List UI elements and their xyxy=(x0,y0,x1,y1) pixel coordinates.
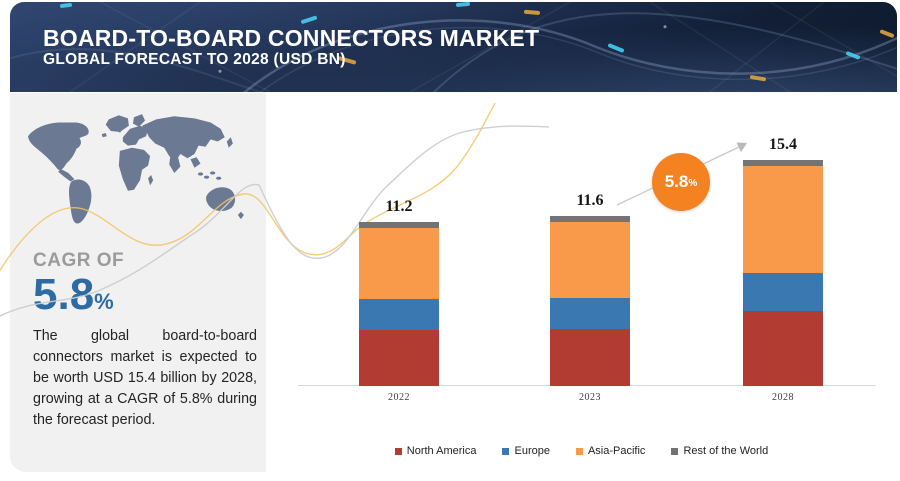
legend-swatch-europe xyxy=(502,447,510,455)
cagr-block: CAGR OF 5.8% xyxy=(33,250,124,317)
bar-segment-europe xyxy=(550,297,630,329)
legend-item-asia-pacific: Asia-Pacific xyxy=(575,445,646,457)
legend-item-north-america: North America xyxy=(394,445,477,457)
x-axis-label: 2022 xyxy=(388,392,410,403)
header-banner: BOARD-TO-BOARD CONNECTORS MARKET GLOBAL … xyxy=(10,2,897,92)
legend-item-europe: Europe xyxy=(502,445,550,457)
legend-swatch-rest-of-the-world xyxy=(671,447,679,455)
page-subtitle: GLOBAL FORECAST TO 2028 (USD BN) xyxy=(43,51,346,69)
page-title: BOARD-TO-BOARD CONNECTORS MARKET xyxy=(43,25,540,51)
bar-segment-asia-pacific xyxy=(359,227,439,300)
bar-2028 xyxy=(743,160,823,386)
network-lines-decoration xyxy=(10,2,897,92)
cagr-badge: 5.8% xyxy=(652,153,710,211)
legend-label: Asia-Pacific xyxy=(587,445,646,457)
bar-segment-asia-pacific xyxy=(550,221,630,298)
bar-segment-europe xyxy=(359,299,439,331)
bar-2022 xyxy=(359,221,439,386)
bar-segment-north-america xyxy=(359,330,439,386)
bar-segment-rest-of-the-world xyxy=(550,215,630,222)
cagr-number: 5.8 xyxy=(33,270,95,319)
legend-swatch-north-america xyxy=(394,447,402,455)
badge-percent-sign: % xyxy=(688,178,698,189)
bar-total-label: 15.4 xyxy=(769,136,797,154)
stacked-bar-chart: 11.2 2022 11.6 2023 15.4 2028 5.8% North Amer… xyxy=(266,93,897,481)
summary-panel: CAGR OF 5.8% The global board-to-board c… xyxy=(10,93,266,472)
bar-segment-rest-of-the-world xyxy=(743,160,823,166)
cagr-label: CAGR OF xyxy=(33,250,125,271)
bar-segment-north-america xyxy=(550,328,630,386)
bar-segment-north-america xyxy=(743,311,823,386)
legend-label: Europe xyxy=(514,445,550,457)
legend-swatch-asia-pacific xyxy=(575,447,583,455)
bar-total-label: 11.2 xyxy=(385,197,413,215)
world-map xyxy=(28,114,244,224)
bar-2023 xyxy=(550,215,630,386)
market-description: The global board-to-board connectors mar… xyxy=(33,328,257,429)
cagr-percent-sign: % xyxy=(94,289,114,314)
x-axis-label: 2028 xyxy=(772,392,794,403)
x-axis-label: 2023 xyxy=(579,392,601,403)
badge-value: 5.8 xyxy=(664,172,689,191)
legend-label: Rest of the World xyxy=(683,445,769,457)
bar-total-label: 11.6 xyxy=(576,191,604,209)
bar-segment-asia-pacific xyxy=(743,165,823,274)
legend-item-rest-of-the-world: Rest of the World xyxy=(671,445,768,457)
bar-segment-europe xyxy=(743,273,823,312)
chart-legend: North America Europe Asia-Pacific Rest of t… xyxy=(266,445,897,457)
legend-label: North America xyxy=(406,445,477,457)
cagr-value: 5.8% xyxy=(33,273,124,317)
